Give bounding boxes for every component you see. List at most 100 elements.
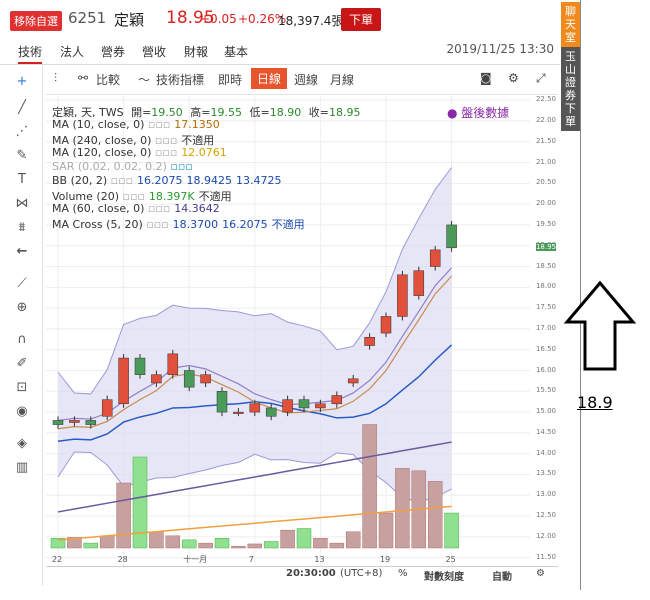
stock-price: 18.95 — [166, 8, 215, 28]
y-tick-label: 16.00 — [535, 365, 556, 374]
candle — [298, 399, 310, 409]
realtime-button[interactable]: 即時 — [218, 73, 243, 87]
price-axis: 22.5022.0021.5021.0020.5020.0019.5019.00… — [530, 95, 558, 566]
tab-technical[interactable]: 技術 — [18, 43, 43, 64]
y-tick-label: 14.00 — [535, 448, 556, 457]
indicators-button[interactable]: 技術指標 — [156, 73, 205, 87]
tab-margin[interactable]: 營券 — [101, 45, 126, 59]
y-tick-label: 12.50 — [535, 511, 556, 520]
volume-bar — [83, 542, 99, 549]
trash-icon[interactable]: ▥ — [15, 460, 29, 475]
panel-divider — [580, 0, 581, 590]
fibonacci-icon[interactable]: ⋰ — [15, 124, 29, 139]
y-tick-label: 18.50 — [535, 261, 556, 270]
y-tick-label: 13.00 — [535, 490, 556, 499]
time-readout: 20:30:00 — [286, 568, 336, 579]
indicator-icon[interactable]: 〜 — [138, 73, 151, 87]
candle — [118, 357, 129, 405]
log-scale-toggle[interactable]: 對數刻度 — [424, 572, 464, 583]
trendline-icon[interactable]: ╱ — [18, 100, 26, 115]
eye-icon[interactable]: ◉ — [16, 404, 28, 419]
x-tick-label: 13 — [314, 555, 324, 564]
y-tick-label: 21.50 — [535, 136, 556, 145]
volume-bar — [116, 482, 131, 549]
x-tick-label: 19 — [380, 555, 390, 564]
candle — [216, 391, 228, 413]
candle — [347, 378, 359, 384]
brush-icon[interactable]: ✎ — [16, 148, 28, 163]
weekly-button[interactable]: 週線 — [294, 73, 319, 87]
y-tick-label: 17.00 — [535, 323, 556, 332]
gann-icon[interactable]: ⩩ — [18, 220, 26, 235]
fullscreen-icon[interactable]: ⤢ — [536, 71, 546, 85]
candle — [101, 399, 113, 417]
pattern-icon[interactable]: ⋈ — [15, 196, 29, 211]
datetime-label: 2019/11/25 13:30 — [446, 42, 554, 56]
chat-room-tab[interactable]: 聊天室 — [561, 2, 580, 47]
price-chart[interactable]: 22 28 十一月 7 13 19 25 — [46, 96, 558, 566]
candle-type-icon[interactable]: ⫶ — [54, 71, 58, 85]
info-tabs: 技術 法人 營券 營收 財報 基本 2019/11/25 13:30 — [0, 40, 560, 65]
tab-financials[interactable]: 財報 — [184, 45, 209, 59]
compare-icon[interactable]: ⚯ — [78, 71, 89, 85]
lock-draw-icon[interactable]: ✐ — [16, 356, 28, 371]
trade-volume: 18,397.4張 — [278, 14, 344, 28]
volume-bar — [345, 531, 361, 549]
text-icon[interactable]: T — [18, 172, 26, 187]
lock-icon[interactable]: ⊡ — [16, 380, 28, 395]
tab-revenue[interactable]: 營收 — [142, 45, 167, 59]
legend-ma60: MA (60, close, 0) ▫▫▫ 14.3642 — [52, 202, 220, 215]
monthly-button[interactable]: 月線 — [330, 73, 355, 87]
legend-macross: MA Cross (5, 20) ▫▫▫ 18.3700 16.2075 不適用 — [52, 218, 305, 231]
y-tick-label: 19.50 — [535, 219, 556, 228]
camera-icon[interactable]: ◙ — [480, 71, 492, 85]
y-tick-label: 18.95 — [535, 242, 556, 251]
zoom-in-icon[interactable]: ⊕ — [16, 300, 28, 315]
gear-icon[interactable]: ⚙ — [508, 71, 519, 85]
y-tick-label: 21.00 — [535, 157, 556, 166]
after-hours-label[interactable]: ● 盤後數據 — [447, 106, 510, 120]
candle — [380, 316, 392, 334]
volume-bar — [395, 468, 410, 549]
legend-volume: Volume (20) ▫▫▫ 18.397K 不適用 — [52, 190, 232, 203]
x-tick-label: 十一月 — [183, 554, 207, 564]
timezone-label: (UTC+8) — [340, 568, 383, 579]
y-tick-label: 17.50 — [535, 303, 556, 312]
chart-settings-icon[interactable]: ⚙ — [536, 568, 545, 579]
tab-institutional[interactable]: 法人 — [60, 45, 85, 59]
candle — [151, 374, 162, 384]
volume-bar — [329, 542, 345, 549]
auto-scale-toggle[interactable]: 自動 — [492, 572, 512, 583]
layers-icon[interactable]: ◈ — [17, 436, 27, 451]
ruler-icon[interactable]: ⟋ — [17, 276, 27, 291]
volume-bar — [313, 538, 328, 549]
volume-bar — [198, 542, 213, 549]
candle — [85, 420, 97, 425]
crosshair-icon[interactable]: + — [16, 74, 28, 89]
volume-bar — [280, 529, 295, 549]
legend-ma10: MA (10, close, 0) ▫▫▫ 17.1350 — [52, 118, 220, 131]
y-tick-label: 22.00 — [535, 115, 556, 124]
y-tick-label: 12.00 — [535, 531, 556, 540]
bb-upper-line — [57, 167, 453, 395]
y-tick-label: 13.50 — [535, 469, 556, 478]
volume-bar — [149, 531, 164, 549]
daily-button[interactable]: 日線 — [251, 68, 288, 89]
stock-code: 6251 — [68, 9, 107, 27]
candle — [233, 411, 244, 414]
compare-button[interactable]: 比較 — [96, 73, 121, 87]
remove-watchlist-button[interactable]: 移除自選 — [10, 11, 62, 31]
legend-ma240: MA (240, close, 0) ▫▫▫ 不適用 — [52, 134, 215, 147]
esun-order-tab[interactable]: 玉山證券下單 — [561, 47, 580, 131]
back-arrow-icon[interactable]: ← — [16, 244, 28, 259]
tab-basic[interactable]: 基本 — [224, 45, 249, 59]
drawing-toolbar: + ╱ ⋰ ✎ T ⋈ ⩩ ← ⟋ ⊕ ∩ ✐ ⊡ ◉ ◈ ▥ — [0, 66, 43, 586]
volume-ma-line — [57, 505, 452, 541]
percent-toggle[interactable]: % — [398, 568, 408, 579]
candle — [265, 407, 277, 417]
order-button[interactable]: 下單 — [341, 8, 382, 31]
magnet-icon[interactable]: ∩ — [17, 332, 27, 347]
volume-bar — [99, 535, 115, 549]
candle — [52, 420, 64, 425]
x-tick-label: 28 — [118, 555, 128, 564]
